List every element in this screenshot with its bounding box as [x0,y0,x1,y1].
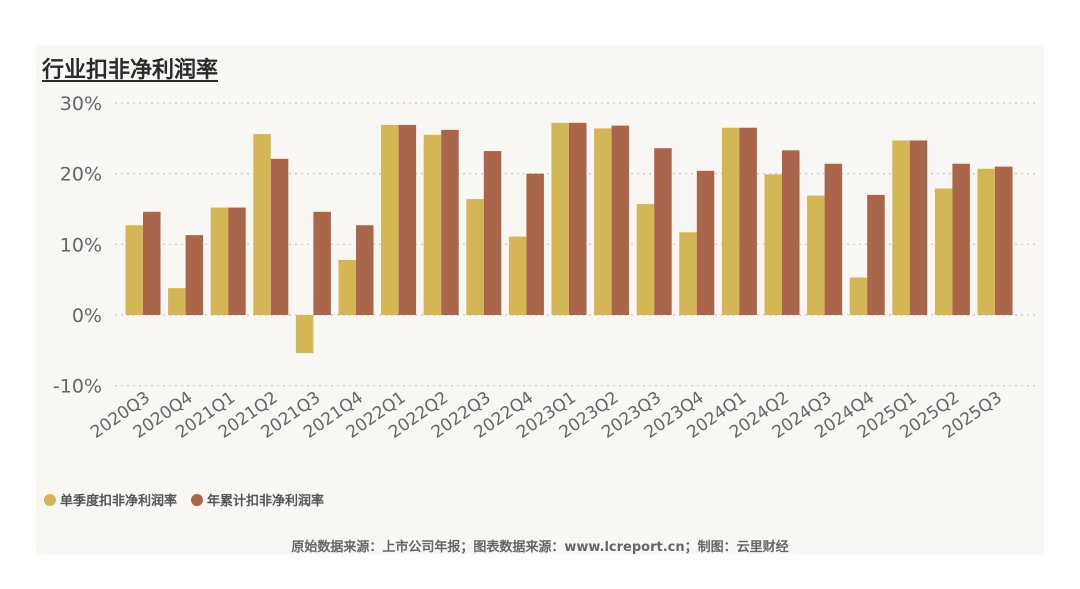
bar-quarterly [508,236,527,315]
bar-cumulative [867,194,885,315]
bar-cumulative [654,148,672,315]
bar-cumulative [143,211,161,315]
bar-quarterly [807,195,825,315]
bar-cumulative [270,158,289,315]
y-tick-label: -10% [53,376,102,398]
bar-cumulative [952,163,970,315]
bar-quarterly [295,315,314,354]
bar-quarterly [466,199,484,315]
bar-quarterly [210,207,229,315]
bar-quarterly [764,174,782,315]
bar-quarterly [892,140,910,315]
bar-cumulative [483,151,502,315]
bar-cumulative [995,166,1013,315]
bar-quarterly [934,188,953,315]
bar-quarterly [381,124,399,315]
bar-quarterly [977,168,995,315]
legend-label-cumulative: 年累计扣非净利润率 [207,494,325,509]
y-tick-label: 0% [72,305,102,327]
bar-quarterly [338,259,356,315]
legend-label-quarterly: 单季度扣非净利润率 [60,494,178,509]
bar-cumulative [526,173,544,315]
bar-cumulative [909,140,928,315]
bar-cumulative [356,225,374,315]
bar-cumulative [824,163,843,315]
bar-quarterly [253,134,271,315]
legend: 单季度扣非净利润率 年累计扣非净利润率 [44,490,332,509]
source-note: 原始数据来源：上市公司年报；图表数据来源：www.lcreport.cn；制图：… [291,540,789,555]
bar-cumulative [313,211,331,315]
bar-quarterly [636,204,655,315]
bar-quarterly [168,288,186,315]
y-tick-label: 10% [60,234,102,256]
bar-quarterly [721,127,740,315]
y-tick-label: 20% [60,164,102,186]
bar-cumulative [185,235,204,315]
bar-quarterly [551,122,569,315]
bar-cumulative [441,129,459,315]
bar-cumulative [569,122,587,315]
chart-title: 行业扣非净利润率 [42,58,219,83]
y-tick-label: 30% [60,93,102,115]
bar-quarterly [679,232,697,315]
bar-cumulative [228,207,246,315]
bar-quarterly [594,128,612,315]
bar-cumulative [611,125,630,315]
bar-cumulative [398,124,417,315]
bar-quarterly [849,277,868,315]
legend-swatch-cumulative [191,493,204,506]
bar-quarterly [423,134,442,315]
bar-cumulative [696,170,715,315]
bar-cumulative [739,127,757,315]
legend-item-quarterly: 单季度扣非净利润率 [44,490,177,509]
legend-swatch-quarterly [44,493,56,506]
legend-item-cumulative: 年累计扣非净利润率 [191,490,324,509]
bar-quarterly [125,225,143,315]
bar-cumulative [782,150,800,315]
